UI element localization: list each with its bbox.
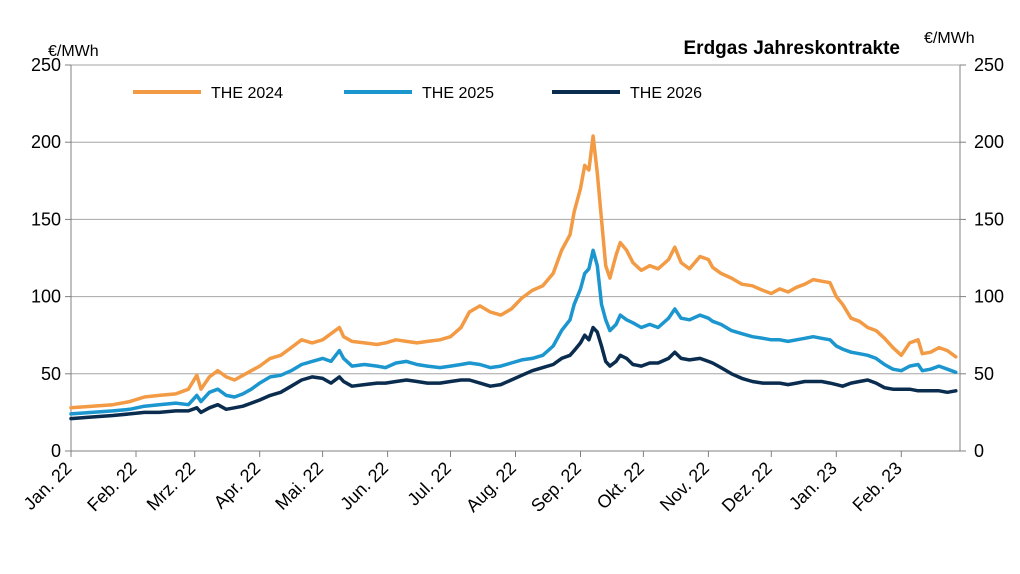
y-tick-label-right-0: 0 bbox=[974, 441, 984, 461]
y-tick-label-right-200: 200 bbox=[974, 132, 1004, 152]
x-tick-label: Feb. 22 bbox=[83, 458, 140, 515]
y-tick-label-right-250: 250 bbox=[974, 55, 1004, 75]
x-tick-label: Apr. 22 bbox=[210, 458, 264, 512]
y-tick-label-left-0: 0 bbox=[51, 441, 61, 461]
series-line-the-2024 bbox=[69, 134, 958, 410]
y-tick-label-left-100: 100 bbox=[31, 287, 61, 307]
y-axis-unit-right: €/MWh bbox=[924, 30, 975, 47]
series-lines bbox=[69, 134, 958, 421]
y-tick-label-left-250: 250 bbox=[31, 55, 61, 75]
gridlines bbox=[71, 64, 960, 375]
x-tick-label: Jan. 22 bbox=[20, 458, 76, 514]
y-tick-label-left-150: 150 bbox=[31, 209, 61, 229]
x-tick-label: Sep. 22 bbox=[527, 458, 585, 516]
x-tick-label: Mrz. 22 bbox=[143, 458, 200, 515]
x-tick-label: Aug. 22 bbox=[462, 458, 520, 516]
legend-label-1: THE 2025 bbox=[422, 85, 494, 102]
series-line-the-2026 bbox=[69, 325, 958, 421]
x-tick-label: Jan. 23 bbox=[785, 458, 841, 514]
chart-title: Erdgas Jahreskontrakte bbox=[684, 38, 901, 59]
y-tick-label-right-100: 100 bbox=[974, 287, 1004, 307]
legend-label-2: THE 2026 bbox=[630, 85, 702, 102]
y-tick-label-left-200: 200 bbox=[31, 132, 61, 152]
x-tick-label: Dez. 22 bbox=[718, 458, 776, 516]
x-tick-label: Jun. 22 bbox=[336, 458, 392, 514]
y-tick-label-right-150: 150 bbox=[974, 209, 1004, 229]
legend: THE 2024 THE 2025 THE 2026 bbox=[133, 85, 702, 102]
y-axis-unit-left: €/MWh bbox=[48, 43, 99, 60]
legend-label-0: THE 2024 bbox=[211, 85, 283, 102]
y-tick-label-left-50: 50 bbox=[41, 364, 61, 384]
x-tick-label: Jul. 22 bbox=[403, 458, 455, 510]
y-tick-label-right-50: 50 bbox=[974, 364, 994, 384]
x-tick-label: Okt. 22 bbox=[593, 458, 648, 513]
x-tick-label: Feb. 23 bbox=[849, 458, 906, 515]
x-tick-label: Nov. 22 bbox=[656, 458, 713, 515]
x-tick-label: Mai. 22 bbox=[271, 458, 327, 514]
series-line-the-2025 bbox=[69, 248, 958, 416]
